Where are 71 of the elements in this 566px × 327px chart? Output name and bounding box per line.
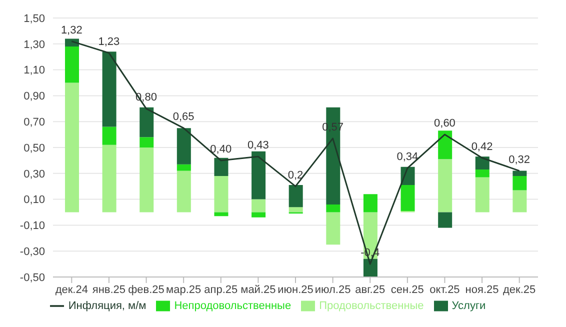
x-tick-label: май.25 bbox=[240, 284, 276, 296]
y-tick-label: 1,50 bbox=[24, 12, 45, 25]
bar bbox=[326, 204, 340, 212]
bar bbox=[140, 148, 154, 212]
bar bbox=[363, 258, 378, 277]
bar bbox=[475, 156, 490, 170]
bar bbox=[214, 158, 228, 176]
y-tick-label: 0,10 bbox=[24, 194, 45, 206]
y-tick-label: 0,70 bbox=[24, 116, 45, 129]
bar bbox=[326, 212, 340, 245]
bar bbox=[363, 194, 378, 212]
x-tick-label: янв.25 bbox=[92, 284, 126, 296]
y-tick-label: 0,90 bbox=[24, 90, 45, 103]
bar bbox=[400, 185, 415, 211]
bar bbox=[65, 82, 79, 212]
bar bbox=[140, 137, 154, 148]
bar bbox=[176, 170, 191, 212]
bar bbox=[176, 128, 191, 164]
bar bbox=[102, 52, 116, 127]
data-label: 0,34 bbox=[396, 151, 418, 164]
data-label: 1,23 bbox=[98, 36, 120, 48]
bar bbox=[102, 144, 116, 212]
bar bbox=[512, 170, 527, 176]
bar bbox=[252, 212, 266, 218]
bar bbox=[214, 212, 228, 216]
bar bbox=[140, 107, 154, 138]
y-tick-label: -0,30 bbox=[20, 246, 45, 258]
data-label: 0,2 bbox=[288, 169, 304, 182]
bar bbox=[438, 159, 452, 212]
x-tick-label: дек.24 bbox=[55, 284, 88, 296]
bar bbox=[512, 190, 527, 212]
x-tick-label: июн.25 bbox=[278, 284, 314, 296]
x-tick-label: мар.25 bbox=[166, 284, 202, 296]
data-label: 0,60 bbox=[434, 118, 456, 130]
legend-label: Услуги bbox=[452, 300, 486, 312]
y-tick-label: -0,50 bbox=[20, 272, 45, 284]
bar bbox=[475, 170, 490, 178]
bar bbox=[288, 185, 303, 208]
legend-label: Инфляция, м/м bbox=[68, 300, 146, 312]
y-tick-label: 1,30 bbox=[24, 38, 45, 51]
x-tick-label: июл.25 bbox=[314, 284, 351, 296]
y-tick-label: -0,10 bbox=[20, 220, 45, 232]
bar bbox=[252, 199, 266, 212]
y-tick-label: 0,30 bbox=[24, 168, 45, 180]
x-tick-label: окт.25 bbox=[430, 284, 460, 296]
y-tick-label: 1,10 bbox=[24, 64, 45, 77]
x-tick-label: апр.25 bbox=[204, 284, 238, 296]
x-tick-label: дек.25 bbox=[503, 284, 536, 296]
bar bbox=[512, 176, 527, 190]
legend-label: Продовольственные bbox=[319, 300, 424, 312]
data-label: 1,32 bbox=[60, 24, 82, 36]
x-tick-label: фев.25 bbox=[128, 284, 164, 296]
data-label: 0,40 bbox=[210, 143, 232, 156]
bar bbox=[438, 212, 452, 228]
legend-label: Непродовольственные bbox=[174, 300, 292, 312]
bar bbox=[65, 46, 79, 83]
data-label: 0,65 bbox=[172, 111, 194, 124]
bar bbox=[252, 151, 266, 200]
data-label: 0,43 bbox=[247, 140, 269, 152]
x-tick-label: авг.25 bbox=[355, 284, 386, 296]
bar bbox=[438, 130, 452, 160]
bar bbox=[214, 176, 228, 212]
data-label: 0,42 bbox=[471, 140, 493, 153]
y-tick-label: 0,50 bbox=[24, 142, 45, 154]
bar bbox=[176, 164, 191, 171]
data-label: 0,32 bbox=[508, 154, 530, 166]
bar bbox=[288, 207, 303, 212]
x-tick-label: ноя.25 bbox=[465, 284, 499, 296]
bar bbox=[102, 126, 116, 145]
x-tick-label: сен.25 bbox=[390, 284, 424, 296]
bar bbox=[475, 177, 490, 212]
